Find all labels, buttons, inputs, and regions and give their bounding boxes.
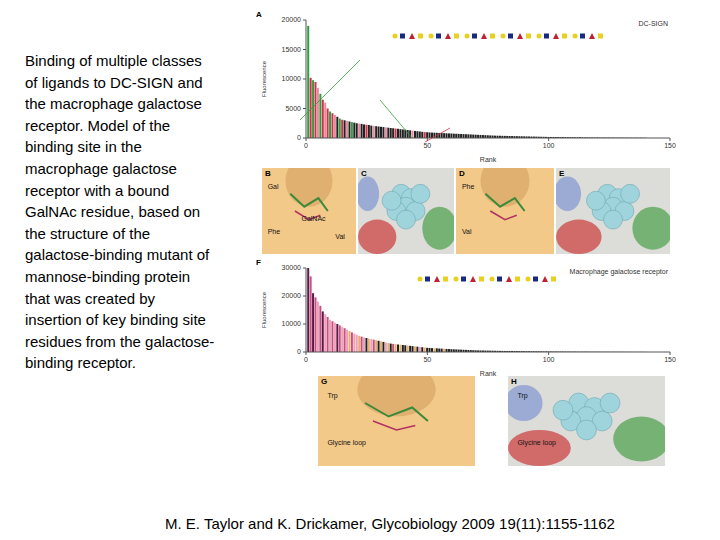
svg-text:10000: 10000 xyxy=(282,320,302,327)
svg-text:10000: 10000 xyxy=(282,75,302,82)
html-text:G: G xyxy=(321,377,328,386)
svg-text:Rank: Rank xyxy=(480,370,497,376)
svg-text:30000: 30000 xyxy=(282,264,302,271)
html-text:F: F xyxy=(256,258,261,267)
html-text:H: H xyxy=(511,377,517,386)
html-text:residues from the galactose-: residues from the galactose- xyxy=(25,332,215,350)
html-text:Macrophage galactose receptor: Macrophage galactose receptor xyxy=(569,268,668,275)
svg-text:100: 100 xyxy=(543,142,555,149)
html-text:GalNAc residue, based on: GalNAc residue, based on xyxy=(25,203,201,221)
svg-text:20000: 20000 xyxy=(282,292,302,299)
html-text:of ligands to DC-SIGN and: of ligands to DC-SIGN and xyxy=(25,73,203,91)
svg-text:0: 0 xyxy=(297,134,301,141)
html-text:Phe: Phe xyxy=(267,228,281,236)
html-text:A: A xyxy=(256,10,262,19)
svg-text:100: 100 xyxy=(543,356,555,363)
svg-text:50: 50 xyxy=(423,356,431,363)
html-text:Trp: Trp xyxy=(517,392,528,400)
html-text:the macrophage galactose: the macrophage galactose xyxy=(25,95,202,113)
html-text:Trp: Trp xyxy=(327,392,338,400)
html-text:GalNAc: GalNAc xyxy=(301,215,326,223)
svg-text:150: 150 xyxy=(664,356,676,363)
html-text:binding receptor.: binding receptor. xyxy=(25,354,136,372)
svg-text:0: 0 xyxy=(304,356,308,363)
svg-text:5000: 5000 xyxy=(285,105,301,112)
html-text:Val: Val xyxy=(461,228,472,236)
html-text:macrophage galactose: macrophage galactose xyxy=(25,160,177,177)
html-text:receptor. Model of the: receptor. Model of the xyxy=(25,116,171,134)
svg-text:Rank: Rank xyxy=(480,156,497,162)
svg-text:50: 50 xyxy=(423,142,431,149)
html-text:Glycine loop: Glycine loop xyxy=(517,439,556,446)
svg-text:20000: 20000 xyxy=(282,16,302,23)
svg-text:Fluorescence: Fluorescence xyxy=(262,291,267,328)
html-text:the structure of the: the structure of the xyxy=(25,224,151,242)
html-text:D: D xyxy=(459,169,465,178)
html-text:Gal: Gal xyxy=(267,183,279,191)
svg-text:0: 0 xyxy=(297,348,301,355)
svg-text:150: 150 xyxy=(664,142,676,149)
html-text:Glycine loop: Glycine loop xyxy=(327,439,366,446)
html-text:mannose-binding protein: mannose-binding protein xyxy=(25,267,191,285)
svg-text:Fluorescence: Fluorescence xyxy=(262,60,267,97)
html-text:galactose-binding mutant of: galactose-binding mutant of xyxy=(25,246,210,264)
svg-text:15000: 15000 xyxy=(282,46,302,53)
html-text:receptor with a bound: receptor with a bound xyxy=(25,181,170,199)
html-text:DC-SIGN: DC-SIGN xyxy=(638,20,668,27)
html-text:Binding of multiple classes: Binding of multiple classes xyxy=(25,52,202,69)
html-text:Phe: Phe xyxy=(461,183,475,191)
html-text:that was created by: that was created by xyxy=(25,289,156,307)
html-text:insertion of key binding site: insertion of key binding site xyxy=(25,311,206,329)
html-text:B: B xyxy=(265,169,271,178)
html-text:E: E xyxy=(559,169,565,178)
svg-text:0: 0 xyxy=(304,142,308,149)
html-text:binding site in the: binding site in the xyxy=(25,138,142,156)
html-text:C: C xyxy=(361,169,367,178)
html-text:Val: Val xyxy=(335,232,345,240)
html-text:M. E. Taylor and K. Drickamer,: M. E. Taylor and K. Drickamer, Glycobiol… xyxy=(165,515,615,532)
